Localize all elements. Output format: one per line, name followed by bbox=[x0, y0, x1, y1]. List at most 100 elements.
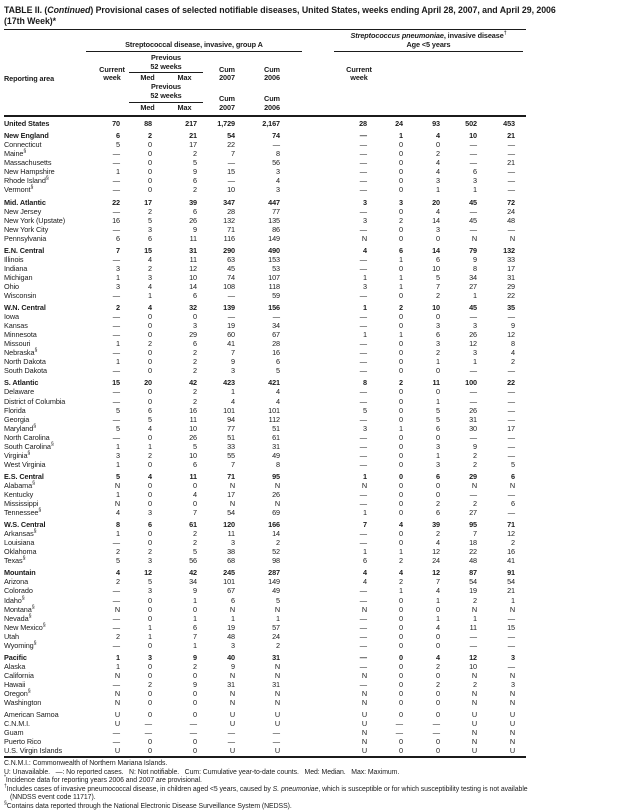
value-cell: 2 bbox=[399, 577, 403, 587]
value-cell: U bbox=[114, 719, 120, 729]
table-row: U.S. Virgin Islands U 0 0 U U U 0 0 U U bbox=[4, 746, 526, 755]
value-cell: 9 bbox=[193, 167, 197, 177]
value-cell: — bbox=[359, 450, 367, 460]
value-cell: 2 bbox=[436, 661, 440, 671]
value-cell: 22 bbox=[469, 547, 477, 557]
value-cell: 1 bbox=[399, 330, 403, 340]
value-cell: 12 bbox=[469, 339, 477, 349]
value-cell: 4 bbox=[436, 167, 440, 177]
value-cell: 135 bbox=[268, 215, 280, 225]
value-cell: 8 bbox=[363, 378, 367, 388]
value-cell: 6 bbox=[148, 520, 152, 530]
value-cell: 490 bbox=[268, 245, 280, 255]
table-row: Pennsylvania 6 6 11 116 149 N 0 0 N N bbox=[4, 234, 526, 243]
value-cell: 11 bbox=[189, 471, 197, 481]
value-cell: 12 bbox=[432, 568, 440, 578]
reporting-area-label: Tennessee§ bbox=[4, 507, 42, 518]
value-cell: 0 bbox=[148, 158, 152, 168]
value-cell: N bbox=[509, 737, 515, 747]
value-cell: 6 bbox=[436, 471, 440, 481]
value-cell: — bbox=[359, 224, 367, 234]
value-cell: 10 bbox=[227, 185, 235, 195]
value-cell: 4 bbox=[193, 489, 197, 499]
value-cell: 0 bbox=[399, 595, 403, 605]
value-cell: 24 bbox=[507, 206, 515, 216]
value-cell: 6 bbox=[436, 254, 440, 264]
value-cell: 20 bbox=[432, 197, 440, 207]
value-cell: 101 bbox=[223, 577, 235, 587]
reporting-area-label: Idaho§ bbox=[4, 595, 25, 605]
value-cell: 0 bbox=[436, 746, 440, 756]
value-cell: — bbox=[189, 728, 197, 738]
value-cell: — bbox=[359, 366, 367, 376]
value-cell: — bbox=[112, 640, 120, 650]
value-cell: 56 bbox=[272, 158, 280, 168]
value-cell: — bbox=[359, 652, 367, 662]
value-cell: 2 bbox=[148, 547, 152, 557]
value-cell: 2 bbox=[436, 499, 440, 509]
value-cell: 423 bbox=[223, 378, 235, 388]
value-cell: 1 bbox=[116, 529, 120, 539]
value-cell: 0 bbox=[148, 710, 152, 720]
value-cell: 4 bbox=[276, 176, 280, 186]
value-cell: 9 bbox=[193, 586, 197, 596]
value-cell: 0 bbox=[436, 312, 440, 322]
value-cell: 29 bbox=[469, 471, 477, 481]
reporting-area-label: United States bbox=[4, 119, 50, 129]
value-cell: 31 bbox=[227, 679, 235, 689]
footnote-dagger-line2: (NNDSS event code 11717). bbox=[10, 794, 96, 802]
value-cell: — bbox=[359, 631, 367, 641]
value-cell: 3 bbox=[436, 224, 440, 234]
value-cell: N bbox=[274, 698, 280, 708]
value-cell: 19 bbox=[227, 321, 235, 331]
footnote-dagger: †Includes cases of invasive pneumococcal… bbox=[4, 783, 528, 793]
value-cell: U bbox=[361, 710, 367, 720]
header-top-rule bbox=[4, 29, 526, 31]
value-cell: — bbox=[432, 719, 440, 729]
value-cell: 0 bbox=[193, 698, 197, 708]
value-cell: 0 bbox=[436, 640, 440, 650]
value-cell: 2 bbox=[436, 679, 440, 689]
value-cell: — bbox=[469, 432, 477, 442]
value-cell: 0 bbox=[436, 140, 440, 150]
value-cell: — bbox=[272, 728, 280, 738]
value-cell: 0 bbox=[399, 489, 403, 499]
value-cell: N bbox=[114, 688, 120, 698]
value-cell: — bbox=[359, 131, 367, 141]
value-cell: 41 bbox=[227, 339, 235, 349]
value-cell: 1 bbox=[473, 291, 477, 300]
value-cell: — bbox=[227, 312, 235, 322]
value-cell: — bbox=[112, 679, 120, 689]
value-cell: — bbox=[359, 499, 367, 509]
reporting-area-label: Illinois bbox=[4, 254, 24, 264]
value-cell: — bbox=[507, 224, 515, 234]
value-cell: 3 bbox=[511, 652, 515, 662]
value-cell: 7 bbox=[436, 577, 440, 587]
value-cell: 2 bbox=[193, 661, 197, 671]
value-cell: 1,729 bbox=[217, 119, 235, 129]
value-cell: 6 bbox=[363, 556, 367, 566]
reporting-area-label: Kansas bbox=[4, 321, 28, 331]
value-cell: 101 bbox=[268, 405, 280, 415]
reporting-area-label: Georgia bbox=[4, 414, 30, 424]
value-cell: 2 bbox=[116, 577, 120, 587]
value-cell: 16 bbox=[272, 348, 280, 358]
value-cell: N bbox=[229, 688, 235, 698]
value-cell: N bbox=[361, 670, 367, 680]
value-cell: — bbox=[112, 254, 120, 264]
value-cell: 0 bbox=[399, 604, 403, 614]
value-cell: — bbox=[507, 450, 515, 460]
value-cell: 1 bbox=[116, 661, 120, 671]
value-cell: 22 bbox=[507, 291, 515, 300]
value-cell: 26 bbox=[469, 405, 477, 415]
value-cell: — bbox=[359, 414, 367, 424]
value-cell: 0 bbox=[148, 746, 152, 756]
value-cell: 67 bbox=[272, 330, 280, 340]
value-cell: 0 bbox=[148, 140, 152, 150]
value-cell: 7 bbox=[193, 631, 197, 641]
value-cell: 0 bbox=[148, 432, 152, 442]
value-cell: 30 bbox=[469, 423, 477, 433]
value-cell: — bbox=[359, 167, 367, 177]
table-row: W.N. Central 2 4 32 139 156 1 2 10 45 35 bbox=[4, 303, 526, 312]
value-cell: 12 bbox=[469, 652, 477, 662]
